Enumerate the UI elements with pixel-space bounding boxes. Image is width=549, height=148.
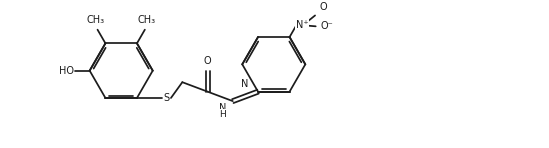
Text: CH₃: CH₃ (138, 15, 156, 25)
Text: N: N (219, 103, 226, 113)
Text: CH₃: CH₃ (87, 15, 105, 25)
Text: H: H (219, 110, 226, 119)
Text: N: N (241, 79, 248, 89)
Text: O⁻: O⁻ (320, 21, 333, 31)
Text: O: O (204, 56, 211, 66)
Text: O: O (320, 1, 327, 12)
Text: N⁺: N⁺ (295, 20, 308, 30)
Text: HO: HO (59, 66, 74, 76)
Text: S: S (164, 93, 170, 103)
